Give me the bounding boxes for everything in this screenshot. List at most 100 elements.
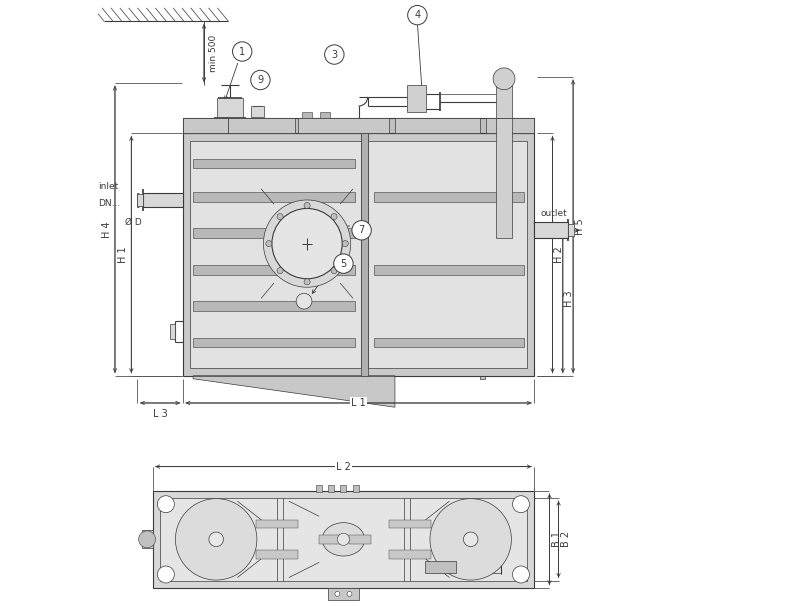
Bar [302,112,312,118]
Bar [395,118,480,133]
Bar [350,535,371,544]
Text: H 4: H 4 [102,221,112,238]
Circle shape [338,533,350,545]
Circle shape [407,5,427,25]
Bar [256,550,298,559]
Polygon shape [193,376,395,407]
Text: 3: 3 [331,50,338,59]
Bar [328,588,358,600]
Bar [137,194,144,206]
Bar [480,376,484,379]
Circle shape [352,221,371,240]
Circle shape [430,499,512,580]
Bar [217,98,244,117]
Bar [375,192,524,202]
Circle shape [331,268,337,274]
Bar [407,85,427,112]
Bar [193,192,355,202]
Bar [340,485,346,492]
Circle shape [139,531,156,548]
Bar [256,520,298,528]
Text: L 2: L 2 [336,462,350,471]
Circle shape [304,279,310,285]
Bar [152,491,534,588]
Bar [316,485,322,492]
Bar [496,79,512,118]
Bar [193,301,355,311]
Bar [193,159,355,168]
Text: H 1: H 1 [119,246,128,263]
Bar [169,324,175,339]
Bar [193,338,355,347]
Circle shape [272,208,342,279]
Bar [142,530,152,548]
Circle shape [277,213,283,219]
Bar [486,118,534,133]
Text: H 2: H 2 [554,246,564,263]
Bar [425,561,456,573]
Text: 1: 1 [239,47,245,56]
Bar [534,222,568,238]
Text: L 1: L 1 [351,398,366,408]
Bar [353,485,358,492]
Circle shape [277,268,283,274]
Bar [389,520,431,528]
Text: B 1: B 1 [552,531,561,547]
Circle shape [263,200,350,287]
Text: Ø D: Ø D [125,218,142,227]
Circle shape [331,213,337,219]
Text: 4: 4 [415,10,420,20]
Bar [361,133,368,376]
Bar [144,193,183,207]
Text: L 3: L 3 [152,409,168,419]
Circle shape [304,202,310,208]
Bar [183,118,534,133]
Text: H 3: H 3 [565,291,574,307]
Bar [298,118,389,133]
Circle shape [157,566,174,583]
Text: outlet: outlet [541,209,567,218]
Text: min 500: min 500 [209,35,218,72]
Bar [160,498,527,581]
Bar [190,141,527,368]
Bar [389,550,431,559]
Circle shape [335,591,340,596]
Circle shape [325,45,344,64]
Bar [496,118,512,238]
Bar [375,338,524,347]
Circle shape [176,499,257,580]
Bar [183,118,229,133]
Bar [321,112,330,118]
Bar [328,485,334,492]
Text: 5: 5 [340,259,346,268]
Circle shape [464,532,478,547]
Bar [193,228,355,238]
Circle shape [296,293,312,309]
Text: 9: 9 [257,75,264,85]
Text: B 2: B 2 [561,531,571,547]
Bar [229,118,295,133]
Circle shape [209,532,224,547]
Circle shape [233,42,252,61]
Bar [319,535,340,544]
Circle shape [342,241,348,247]
Text: DN...: DN... [541,226,563,235]
Circle shape [347,591,352,596]
Circle shape [251,70,270,90]
Bar [251,106,264,117]
Circle shape [512,496,529,513]
Ellipse shape [322,522,365,556]
Text: H 5: H 5 [575,218,585,235]
Text: 7: 7 [358,225,365,235]
Bar [183,133,534,376]
Circle shape [157,496,174,513]
Text: DN...: DN... [98,199,120,208]
Bar [568,224,573,236]
Circle shape [493,68,515,90]
Circle shape [512,566,529,583]
Text: inlet: inlet [98,182,118,191]
Circle shape [334,254,353,273]
Circle shape [265,241,272,247]
Bar [375,265,524,275]
Bar [193,265,355,275]
